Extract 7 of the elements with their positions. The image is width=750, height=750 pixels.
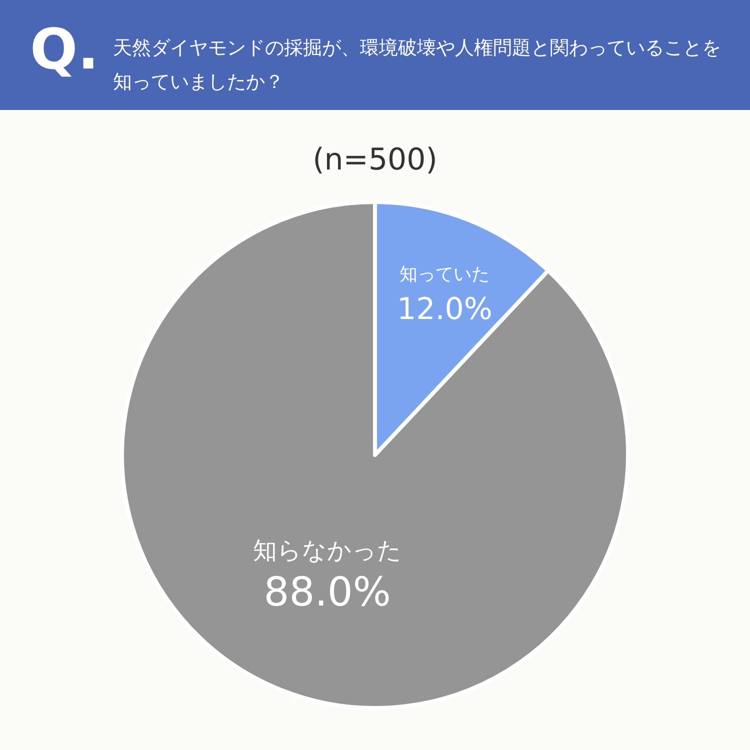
data-label: 12.0% [397, 292, 492, 328]
slice-label: 知らなかった [252, 536, 402, 564]
slice-label: 知っていた [400, 264, 490, 286]
chart-subtitle: (n=500) [312, 142, 438, 178]
text: Q. [30, 18, 99, 82]
chart-title: 天然ダイヤモンドの採掘が、環境破壊や人権問題と関わっていることを知っていましたか？ [113, 37, 721, 93]
data-label: 88.0% [264, 569, 391, 616]
